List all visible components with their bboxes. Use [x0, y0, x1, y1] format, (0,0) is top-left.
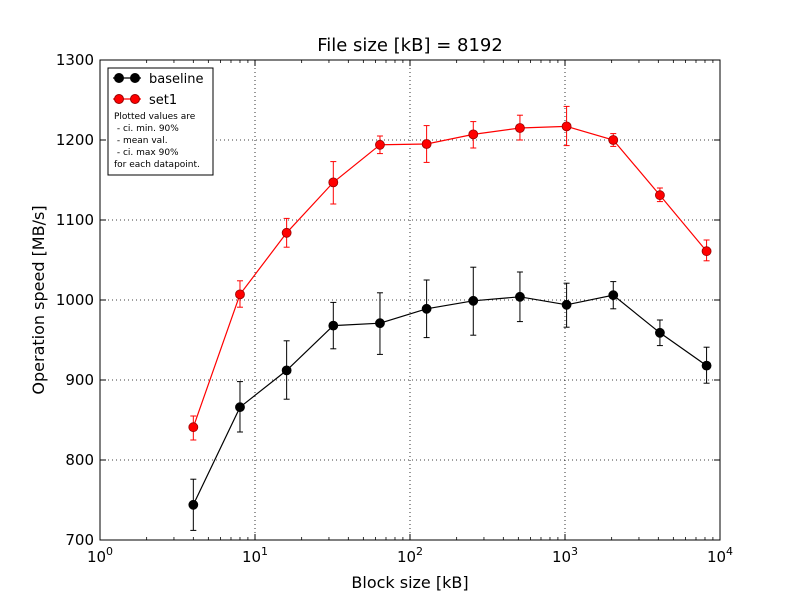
legend-note-line: for each datapoint. — [114, 160, 200, 170]
baseline-point — [375, 318, 385, 329]
series-lines — [192, 125, 708, 506]
chart-title: File size [kB] = 8192 — [317, 35, 503, 56]
legend-set1-marker — [114, 94, 124, 104]
legend-note-line: - ci. min. 90% — [114, 124, 179, 134]
y-tick-label: 1200 — [56, 131, 94, 149]
legend: baseline set1 Plotted values are - ci. m… — [107, 67, 214, 176]
baseline-point — [328, 320, 339, 331]
legend-baseline-label: baseline — [149, 72, 203, 87]
baseline-point — [655, 327, 665, 338]
set1-point — [701, 246, 712, 257]
baseline-point — [561, 299, 572, 310]
legend-note-line: Plotted values are — [114, 112, 196, 122]
y-axis-label: Operation speed [MB/s] — [29, 205, 48, 394]
baseline-point — [608, 290, 619, 301]
set1-point — [375, 139, 385, 150]
baseline-point — [701, 360, 712, 371]
set1-point — [468, 129, 479, 140]
set1-point — [235, 289, 245, 300]
baseline-point — [515, 291, 525, 302]
set1-point — [608, 135, 619, 145]
set1-point — [421, 139, 432, 149]
legend-box — [107, 67, 214, 176]
baseline-point — [235, 402, 245, 413]
axis-ticks — [99, 59, 721, 541]
set1-point — [328, 177, 339, 188]
baseline-point — [468, 295, 479, 306]
legend-note-line: - mean val. — [114, 136, 168, 146]
legend-set1-label: set1 — [149, 93, 177, 108]
x-tick-label: 103 — [552, 545, 578, 566]
x-tick-label: 104 — [707, 545, 733, 566]
baseline-point — [281, 365, 292, 376]
y-tick-label: 1100 — [56, 211, 94, 229]
legend-set1-marker — [130, 94, 140, 104]
baseline-line — [192, 294, 707, 506]
legend-baseline-marker — [114, 73, 124, 83]
baseline-point — [421, 303, 432, 314]
y-tick-label: 1000 — [56, 291, 94, 309]
y-tick-label: 800 — [65, 451, 94, 469]
set1-point — [561, 121, 572, 132]
set1-point — [655, 190, 665, 201]
set1-point — [281, 227, 292, 238]
set1-point — [515, 123, 525, 133]
set1-point — [188, 422, 199, 433]
y-tick-label: 1300 — [56, 51, 94, 69]
legend-note-line: - ci. max 90% — [114, 148, 179, 158]
series-markers — [188, 121, 712, 510]
y-tick-label: 700 — [65, 531, 94, 549]
baseline-point — [188, 499, 199, 510]
x-tick-label: 102 — [397, 545, 423, 566]
grid — [100, 60, 720, 540]
x-tick-label: 100 — [87, 545, 113, 566]
x-tick-label: 101 — [242, 545, 268, 566]
x-axis-label: Block size [kB] — [351, 573, 468, 592]
y-tick-label: 900 — [65, 371, 94, 389]
set1-line — [192, 125, 708, 428]
legend-baseline-marker — [130, 73, 140, 83]
axis-tick-labels: 100 101 102 103 104 700 800 900 1000 1100 1200 1300 — [56, 51, 733, 566]
